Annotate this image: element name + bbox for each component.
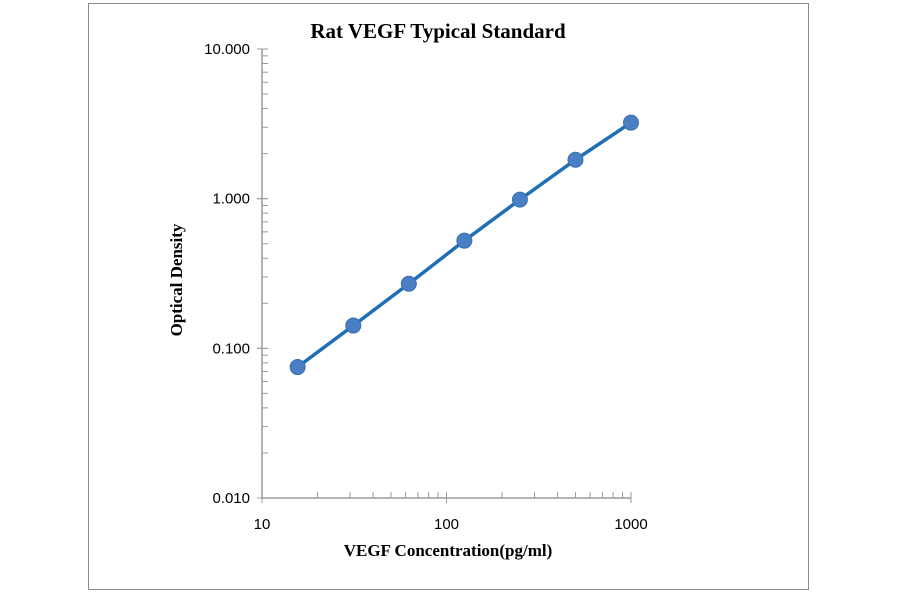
x-tick-label: 1000 [614,516,647,533]
data-point [567,151,584,168]
data-point [623,114,639,131]
chart-title: Rat VEGF Typical Standard [310,19,566,43]
data-point [456,232,473,249]
data-point [345,317,362,334]
y-axis-label: Optical Density [167,223,186,336]
x-tick-label: 10 [254,516,271,533]
chart-frame [88,3,809,590]
y-tick-label: 0.010 [212,490,250,507]
x-tick-label: 100 [434,516,459,533]
y-tick-label: 1.000 [212,191,250,208]
data-point [511,191,528,208]
data-point [289,359,306,376]
y-tick-label: 10.000 [204,41,250,58]
data-point [400,275,417,292]
y-tick-label: 0.100 [212,340,250,357]
x-axis-label: VEGF Concentration(pg/ml) [344,541,553,560]
